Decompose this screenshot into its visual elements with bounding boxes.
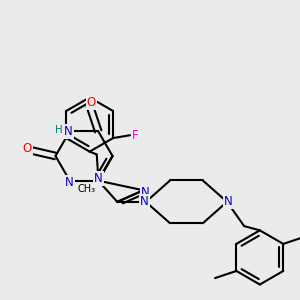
Text: O: O	[87, 96, 96, 109]
Text: N: N	[140, 186, 149, 199]
Text: N: N	[94, 172, 103, 185]
Text: N: N	[65, 176, 74, 189]
Text: N: N	[140, 195, 149, 208]
Text: H: H	[56, 125, 63, 135]
Text: N: N	[224, 195, 233, 208]
Text: N: N	[64, 125, 73, 138]
Text: F: F	[132, 129, 138, 142]
Text: O: O	[22, 142, 32, 155]
Text: CH₃: CH₃	[77, 184, 95, 194]
